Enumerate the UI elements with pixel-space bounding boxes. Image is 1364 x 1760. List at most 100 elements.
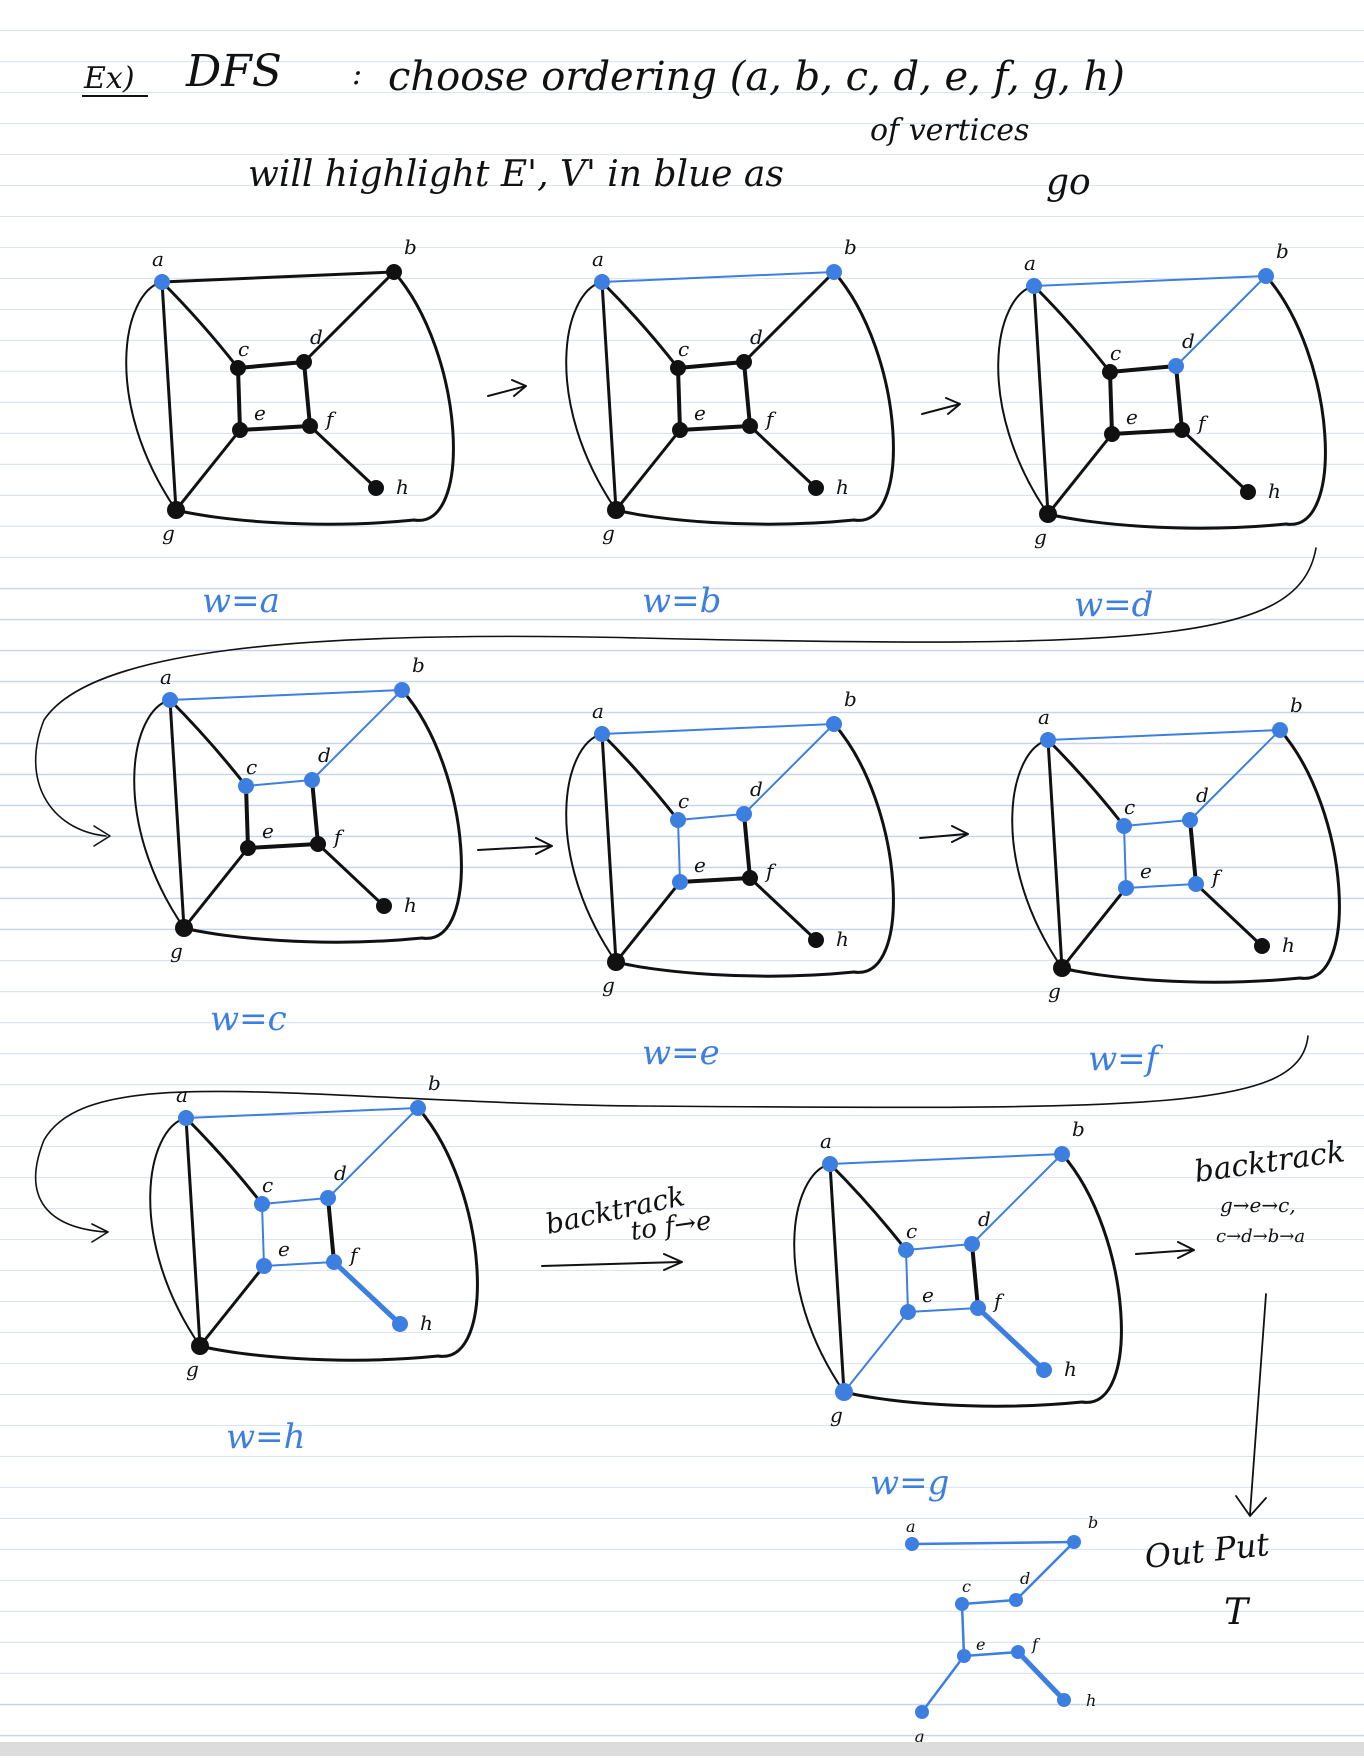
edge-e-g <box>198 1264 266 1348</box>
edge-a-c <box>1032 284 1112 374</box>
vertex-g <box>175 919 193 937</box>
edge-e-f <box>907 1307 979 1313</box>
vertex-c <box>238 778 254 794</box>
edge-b-d <box>971 1153 1063 1245</box>
vertex-label-f: f <box>764 407 777 431</box>
vertex-d <box>1168 358 1184 374</box>
edge-b-g <box>614 270 895 526</box>
edge-a-c <box>600 732 680 822</box>
step-caption: w=h <box>226 1417 306 1457</box>
step-caption: w=e <box>642 1033 720 1073</box>
vertex-label-a: a <box>1024 251 1036 275</box>
arrow-8-to-backtrack <box>1135 1241 1195 1259</box>
edge-d-f <box>970 1242 980 1310</box>
tree-vertex-h <box>1057 1693 1071 1707</box>
arrow-4-to-5 <box>477 837 553 855</box>
vertex-label-g: g <box>162 521 175 545</box>
vertex-label-d: d <box>978 1207 991 1231</box>
tree-label-a: a <box>906 1517 916 1536</box>
tree-label-e: e <box>976 1635 985 1654</box>
vertex-label-c: c <box>238 337 249 361</box>
backtrack-2c: c→d→b→a <box>1216 1226 1305 1247</box>
vertex-e <box>900 1304 916 1320</box>
edge-a-g <box>1032 284 1050 516</box>
tree-edge-b-d <box>1014 1540 1076 1602</box>
edge-a-g <box>184 1116 202 1348</box>
edge-e-f <box>238 424 312 432</box>
vertex-c <box>1116 818 1132 834</box>
edge-a-g-outer <box>997 285 1049 515</box>
vertex-label-g: g <box>170 939 183 963</box>
vertex-h <box>808 932 824 948</box>
tree-vertex-a <box>905 1537 919 1551</box>
edge-a-c <box>828 1162 908 1252</box>
edge-e-g <box>614 428 682 512</box>
vertex-f <box>970 1300 986 1316</box>
step-caption: w=a <box>202 581 280 621</box>
vertex-g <box>1053 959 1071 977</box>
edge-a-c <box>168 698 248 788</box>
step-caption: w=f <box>1088 1039 1164 1079</box>
edge-c-d <box>245 779 313 787</box>
edge-c-d <box>1123 819 1191 827</box>
vertex-e <box>240 840 256 856</box>
edge-a-g-outer <box>793 1163 845 1393</box>
arrow-5-to-6 <box>919 825 969 843</box>
edge-a-g <box>1046 738 1064 970</box>
vertex-label-d: d <box>1196 783 1209 807</box>
vertex-g <box>835 1383 853 1401</box>
edge-e-g <box>182 846 250 930</box>
vertex-e <box>1118 880 1134 896</box>
tree-label-f: f <box>1031 1635 1041 1654</box>
edge-e-g <box>614 880 682 964</box>
vertex-label-e: e <box>254 401 266 425</box>
vertex-a <box>594 726 610 742</box>
edge-a-c <box>1046 738 1126 828</box>
vertex-h <box>1036 1362 1052 1378</box>
vertex-f <box>1174 422 1190 438</box>
vertex-g <box>167 501 185 519</box>
edge-c-e <box>236 366 242 432</box>
edge-b-d <box>1175 275 1267 367</box>
edge-e-f <box>246 842 320 850</box>
vertex-g <box>191 1337 209 1355</box>
vertex-b <box>826 264 842 280</box>
edge-d-f <box>1174 364 1184 432</box>
edge-f-h <box>1194 882 1264 948</box>
vertex-a <box>1026 278 1042 294</box>
edge-a-g-outer <box>565 733 617 963</box>
graph-panel: a b c d e f g h w=h <box>149 1071 479 1457</box>
edge-b-g <box>198 1106 479 1362</box>
vertex-label-e: e <box>922 1283 934 1307</box>
edge-a-b <box>601 271 835 283</box>
arrow-2-to-3 <box>921 397 961 415</box>
vertex-h <box>1254 938 1270 954</box>
header-eq: : <box>352 57 362 92</box>
graph-panel: a b c d e f g h w=b <box>565 235 895 621</box>
header-line1: choose ordering (a, b, c, d, e, f, g, h) <box>388 54 1125 100</box>
edge-a-g-outer <box>565 281 617 511</box>
tree-vertex-g <box>915 1705 929 1719</box>
vertex-d <box>736 806 752 822</box>
vertex-f <box>326 1254 342 1270</box>
vertex-label-d: d <box>310 325 323 349</box>
header-dfs: DFS <box>185 46 282 97</box>
annotations: backtrack to f→e backtrack g→e→c, c→d→b→… <box>543 1134 1347 1633</box>
tree-label-d: d <box>1020 1569 1030 1588</box>
vertex-e <box>256 1258 272 1274</box>
edge-a-g-outer <box>133 699 185 929</box>
wrap-arrow-row2-row3 <box>34 1035 1309 1243</box>
vertex-f <box>742 418 758 434</box>
vertex-label-h: h <box>1282 933 1295 957</box>
vertex-c <box>254 1196 270 1212</box>
edge-c-d <box>677 813 745 821</box>
vertex-g <box>1039 505 1057 523</box>
edge-b-d <box>327 1107 419 1199</box>
vertex-label-f: f <box>324 407 337 431</box>
vertex-b <box>826 716 842 732</box>
vertex-label-h: h <box>836 475 849 499</box>
vertex-h <box>1240 484 1256 500</box>
vertex-label-d: d <box>750 325 763 349</box>
vertex-label-b: b <box>428 1071 441 1095</box>
tree-vertex-e <box>957 1649 971 1663</box>
